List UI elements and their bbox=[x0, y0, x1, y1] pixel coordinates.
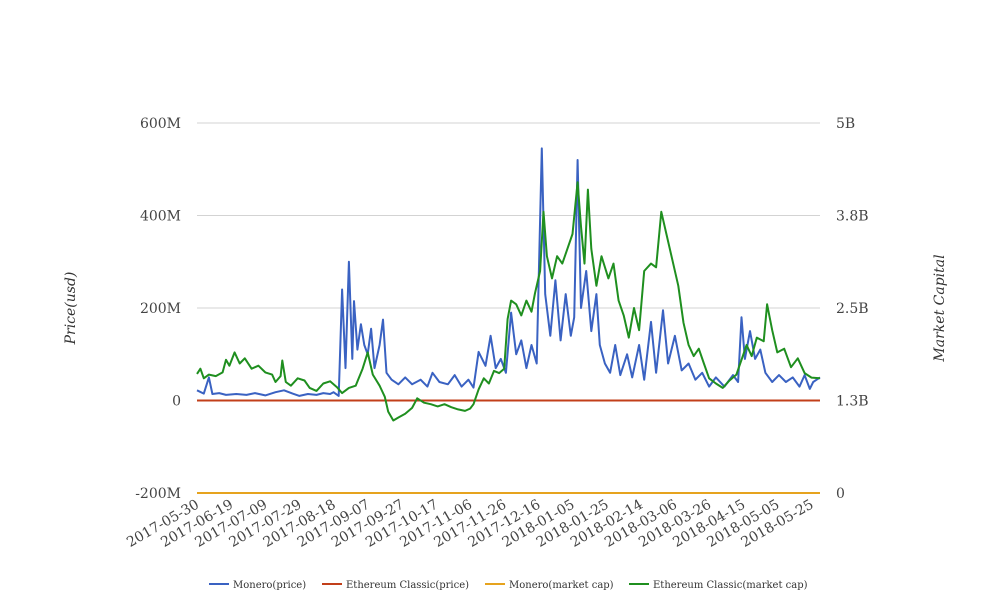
legend: Monero(price) Ethereum Classic(price) Mone… bbox=[209, 580, 808, 591]
gridlines bbox=[197, 122, 820, 494]
legend-label: Monero(market cap) bbox=[509, 580, 614, 591]
legend-label: Ethereum Classic(price) bbox=[346, 580, 469, 591]
y-left-tick-label: 0 bbox=[172, 394, 181, 410]
y-right-tick-label: 2.5B bbox=[836, 301, 869, 317]
y-right-tick-label: 5B bbox=[836, 116, 855, 132]
y-left-tick-label: 400M bbox=[140, 209, 181, 225]
y-right-tick-label: 1.3B bbox=[836, 394, 869, 410]
left-axis-ticks: 600M 400M 200M 0 -200M bbox=[135, 116, 181, 502]
legend-label: Ethereum Classic(market cap) bbox=[653, 580, 808, 591]
y-left-axis-title: Price(usd) bbox=[63, 272, 79, 346]
right-axis-ticks: 5B 3.8B 2.5B 1.3B 0 bbox=[836, 116, 869, 502]
y-right-axis-title: Market Capital bbox=[932, 254, 948, 362]
legend-label: Monero(price) bbox=[233, 580, 306, 591]
y-right-tick-label: 3.8B bbox=[836, 209, 869, 225]
series-line bbox=[196, 181, 821, 422]
y-left-tick-label: -200M bbox=[135, 486, 181, 502]
series-layer bbox=[196, 147, 821, 494]
x-axis-ticks: 2017-05-302017-06-192017-07-092017-07-29… bbox=[124, 497, 816, 551]
y-left-tick-label: 200M bbox=[140, 301, 181, 317]
y-right-tick-label: 0 bbox=[836, 486, 845, 502]
series-line bbox=[196, 147, 821, 397]
y-left-tick-label: 600M bbox=[140, 116, 181, 132]
